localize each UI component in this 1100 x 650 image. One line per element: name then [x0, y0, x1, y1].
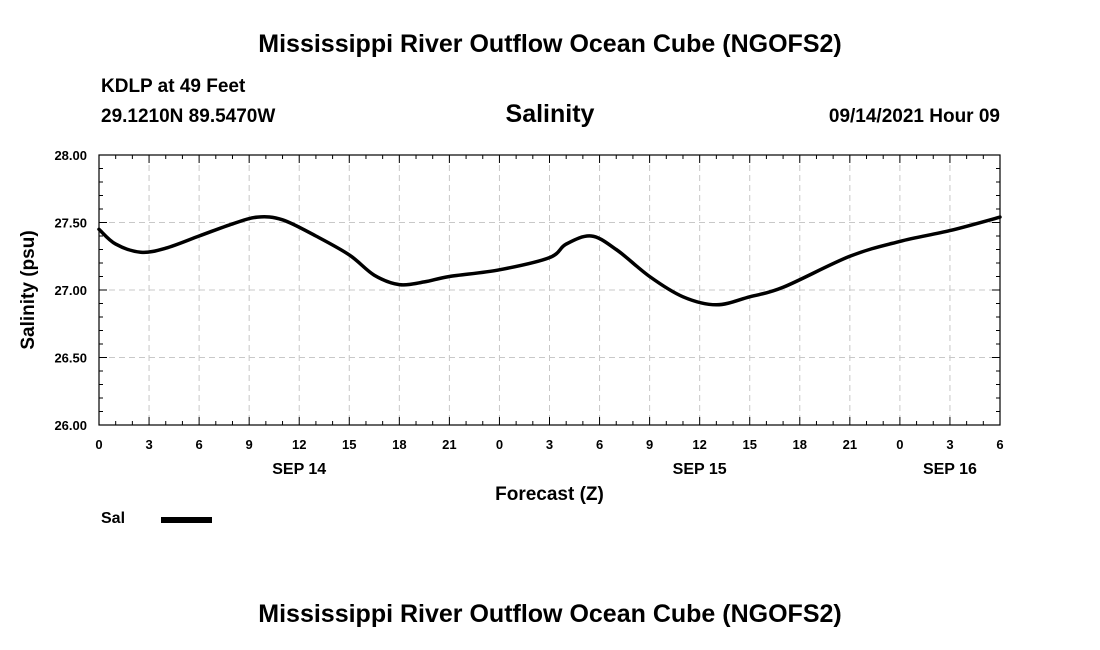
x-tick-label: 21 — [843, 437, 857, 452]
x-tick-label: 9 — [246, 437, 253, 452]
x-tick-label: 15 — [742, 437, 756, 452]
y-tick-label: 27.00 — [54, 283, 87, 298]
x-tick-label: 15 — [342, 437, 356, 452]
y-axis-title: Salinity (psu) — [18, 230, 39, 349]
day-label: SEP 14 — [272, 461, 326, 478]
x-tick-label: 12 — [692, 437, 706, 452]
x-tick-label: 6 — [596, 437, 603, 452]
label-layer: 0 3 6 9 12 15 18 21 0 3 6 9 12 15 18 21 0 3 6 26.00 26.50 27.… — [54, 148, 1003, 478]
legend-label: Sal — [101, 510, 126, 527]
x-tick-label: 12 — [292, 437, 306, 452]
tick-layer — [98, 154, 1001, 426]
x-tick-label: 0 — [95, 437, 102, 452]
x-tick-label: 3 — [145, 437, 152, 452]
x-tick-label: 21 — [442, 437, 456, 452]
grid-layer — [99, 155, 1000, 425]
x-tick-label: 6 — [996, 437, 1003, 452]
legend-swatch — [161, 517, 212, 523]
variable-title: Salinity — [505, 100, 595, 128]
x-tick-label: 9 — [646, 437, 653, 452]
y-tick-label: 27.50 — [54, 216, 87, 231]
station-label: KDLP at 49 Feet — [101, 76, 246, 97]
x-tick-label: 6 — [195, 437, 202, 452]
x-tick-label: 0 — [496, 437, 503, 452]
x-tick-label: 18 — [392, 437, 406, 452]
y-tick-label: 26.50 — [54, 351, 87, 366]
day-label: SEP 16 — [923, 461, 977, 478]
salinity-series-line — [97, 215, 1002, 307]
valid-time-label: 09/14/2021 Hour 09 — [828, 106, 1000, 127]
x-axis-title: Forecast (Z) — [495, 484, 604, 505]
footer-title: Mississippi River Outflow Ocean Cube (NG… — [258, 600, 842, 628]
x-tick-label: 0 — [896, 437, 903, 452]
coordinates-label: 29.1210N 89.5470W — [101, 106, 276, 127]
y-tick-label: 28.00 — [54, 148, 87, 163]
x-tick-label: 3 — [546, 437, 553, 452]
y-tick-label: 26.00 — [54, 418, 87, 433]
day-label: SEP 15 — [673, 461, 727, 478]
x-tick-label: 3 — [946, 437, 953, 452]
x-tick-label: 18 — [793, 437, 807, 452]
chart-title: Mississippi River Outflow Ocean Cube (NG… — [258, 30, 842, 58]
